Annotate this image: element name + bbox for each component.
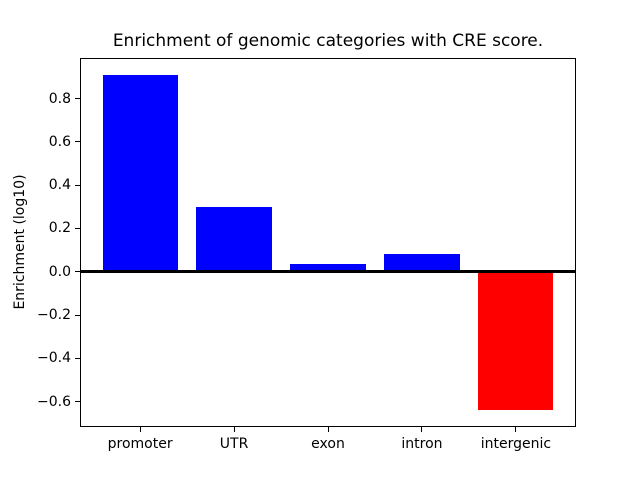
y-tick-mark [75,271,80,273]
y-tick-mark [75,184,80,186]
x-tick-label-intron: intron [401,436,443,452]
bar-intergenic [478,271,554,411]
x-tick-label-UTR: UTR [219,436,249,452]
x-tick-mark [139,427,141,432]
zero-baseline [80,270,576,274]
y-tick-label: −0.2 [37,307,71,323]
y-tick-mark [75,98,80,100]
y-tick-mark [75,141,80,143]
y-tick-mark [75,357,80,359]
x-tick-label-promoter: promoter [107,436,173,452]
x-tick-label-intergenic: intergenic [480,436,552,452]
x-tick-mark [515,427,517,432]
y-tick-label: −0.4 [37,350,71,367]
y-tick-label: 0.2 [48,220,71,237]
bar-promoter [102,74,178,272]
chart-title: Enrichment of genomic categories with CR… [112,31,544,51]
bar-exon [290,264,366,272]
y-tick-label: 0.4 [48,177,71,194]
y-tick-label: 0.8 [48,90,71,107]
y-tick-label: 0.0 [48,263,71,280]
y-axis-label: Enrichment (log10) [12,174,28,310]
x-tick-label-exon: exon [311,436,345,452]
x-tick-mark [233,427,235,432]
x-tick-mark [327,427,329,432]
y-tick-mark [75,401,80,403]
bar-intron [384,254,460,272]
y-tick-label: 0.6 [48,133,71,150]
y-tick-mark [75,227,80,229]
y-tick-mark [75,314,80,316]
x-tick-mark [421,427,423,432]
y-tick-label: −0.6 [37,393,71,410]
bar-UTR [196,206,272,272]
